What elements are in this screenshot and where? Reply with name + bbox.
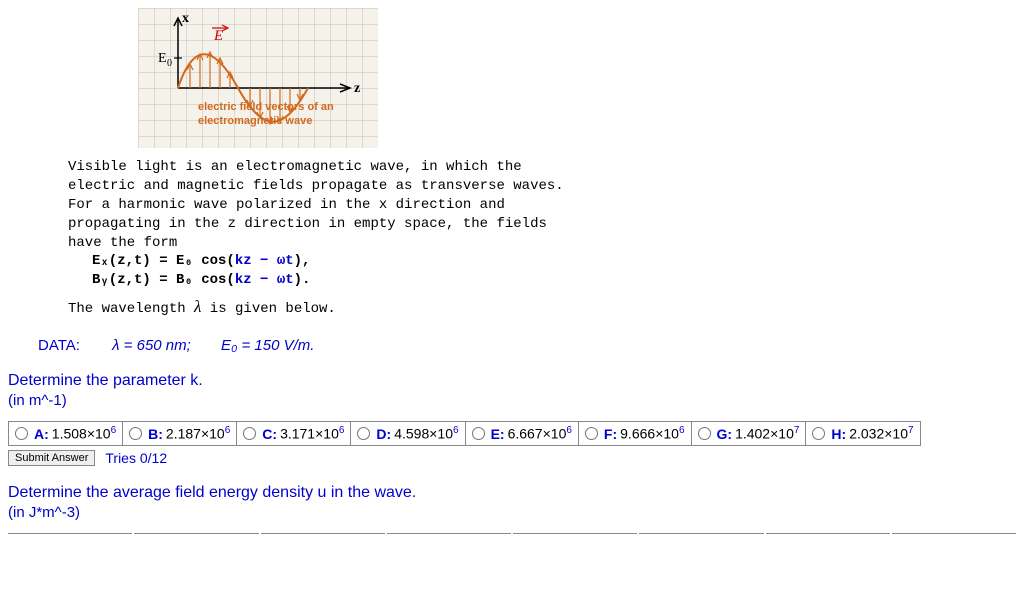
q1-radio-d[interactable] xyxy=(357,427,370,440)
svg-text:E: E xyxy=(158,51,167,66)
q1-radio-a[interactable] xyxy=(15,427,28,440)
caption-line2: electromagnetic wave xyxy=(198,115,312,127)
q1-radio-e[interactable] xyxy=(472,427,485,440)
q2-prompt: Determine the average field energy densi… xyxy=(8,484,1016,502)
q1-option-g[interactable]: G: 1.402×107 xyxy=(692,422,807,446)
q1-option-c[interactable]: C: 3.171×106 xyxy=(237,422,351,446)
q1-option-a[interactable]: A: 1.508×106 xyxy=(9,422,123,446)
q1-unit: (in m^-1) xyxy=(8,392,1016,409)
q1-radio-b[interactable] xyxy=(129,427,142,440)
q2-unit: (in J*m^-3) xyxy=(8,504,1016,521)
q1-radio-h[interactable] xyxy=(812,427,825,440)
em-wave-diagram: E x z E 0 electric field vectors of an e… xyxy=(138,8,378,148)
q1-radio-c[interactable] xyxy=(243,427,256,440)
data-line: DATA: λ = 650 nm; E₀ = 150 V/m. xyxy=(38,337,1016,354)
caption-line1: electric field vectors of an xyxy=(198,101,334,113)
q1-option-e[interactable]: E: 6.667×106 xyxy=(466,422,579,446)
q1-radio-f[interactable] xyxy=(585,427,598,440)
svg-text:0: 0 xyxy=(167,58,172,69)
q1-option-b[interactable]: B: 2.187×106 xyxy=(123,422,237,446)
equation-b: Bᵧ(z,t) = B₀ cos(kz − ωt). xyxy=(92,271,588,290)
q1-option-f[interactable]: F: 9.666×106 xyxy=(579,422,692,446)
diagram-caption: electric field vectors of an electromagn… xyxy=(198,100,334,129)
q1-option-h[interactable]: H: 2.032×107 xyxy=(806,422,920,446)
submit-answer-button[interactable]: Submit Answer xyxy=(8,450,95,466)
problem-p1: Visible light is an electromagnetic wave… xyxy=(68,159,564,251)
svg-text:E: E xyxy=(213,28,223,44)
q1-answer-row: A: 1.508×106 B: 2.187×106 C: 3.171×106 D… xyxy=(8,421,921,446)
problem-p2: The wavelength λ is given below. xyxy=(68,296,588,319)
q1-prompt: Determine the parameter k. xyxy=(8,372,1016,390)
data-lambda: λ = 650 nm; xyxy=(112,337,191,354)
svg-text:x: x xyxy=(182,11,189,26)
q2-placeholder-row xyxy=(8,533,1016,538)
data-label: DATA: xyxy=(38,337,80,354)
q1-option-d[interactable]: D: 4.598×106 xyxy=(351,422,465,446)
q1-tries: Tries 0/12 xyxy=(105,450,167,466)
problem-description: Visible light is an electromagnetic wave… xyxy=(68,158,588,319)
equation-e: Eₓ(z,t) = E₀ cos(kz − ωt), xyxy=(92,252,588,271)
data-e0: E₀ = 150 V/m. xyxy=(221,337,314,354)
diagram-container: E x z E 0 electric field vectors of an e… xyxy=(138,8,1016,148)
svg-text:z: z xyxy=(354,81,360,96)
q1-radio-g[interactable] xyxy=(698,427,711,440)
q1-submit-row: Submit Answer Tries 0/12 xyxy=(8,450,1016,466)
